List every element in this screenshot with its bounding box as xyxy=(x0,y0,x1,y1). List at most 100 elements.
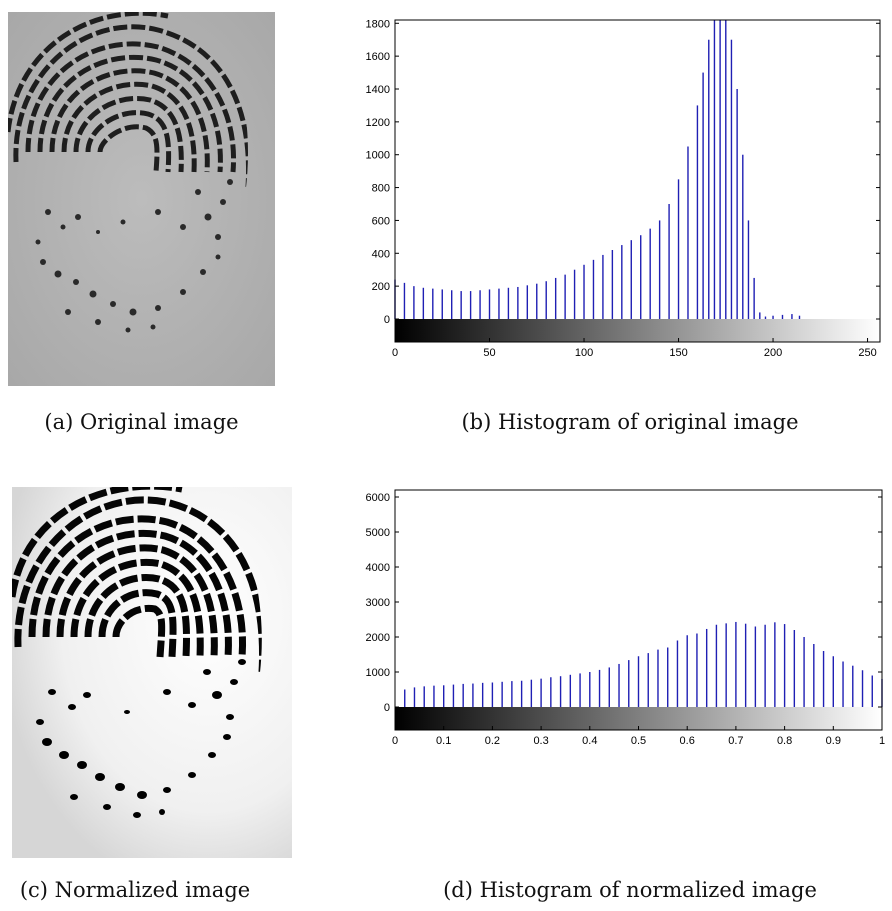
x-tick-label: 0.6 xyxy=(680,735,695,747)
histogram-bar xyxy=(488,289,491,319)
histogram-bar xyxy=(443,685,445,707)
histogram-bar xyxy=(774,622,776,707)
histogram-bar xyxy=(676,640,679,707)
histogram-bar xyxy=(715,624,718,707)
histogram-bar xyxy=(564,274,566,319)
y-tick-label: 600 xyxy=(372,215,390,227)
histogram-bar xyxy=(658,220,661,319)
colorbar-normalized xyxy=(395,707,882,730)
histogram-bar xyxy=(413,687,416,707)
histogram-bar xyxy=(608,667,610,707)
histogram-bar xyxy=(735,621,737,707)
x-tick-label: 0.8 xyxy=(777,735,792,747)
histogram-bar xyxy=(550,677,552,707)
histogram-bar xyxy=(469,291,472,319)
histogram-bar xyxy=(705,628,708,707)
histogram-bar xyxy=(530,679,533,707)
histogram-bar xyxy=(647,653,649,707)
histogram-bar xyxy=(462,683,464,707)
original-fingerprint-image xyxy=(8,12,275,386)
histogram-bar xyxy=(861,670,864,707)
y-tick-label: 1000 xyxy=(366,150,390,162)
histogram-bar xyxy=(649,228,651,319)
x-tick-label: 200 xyxy=(764,347,782,359)
plot-frame-original xyxy=(394,19,881,343)
histogram-bar xyxy=(481,682,484,707)
x-tick-label: 0.1 xyxy=(436,735,451,747)
x-tick-label: 100 xyxy=(575,347,593,359)
histogram-bar xyxy=(517,286,519,319)
histogram-bar xyxy=(507,287,510,319)
histogram-normalized-chart: 0 0.1 0.2 0.3 0.4 0.5 0.6 0.7 0.8 0.9 1 0 1000 2000 30… xyxy=(366,489,885,747)
histogram-bar xyxy=(569,674,572,707)
histogram-bar xyxy=(791,314,793,319)
caption-a: (a) Original image xyxy=(44,410,239,434)
histogram-bar xyxy=(702,72,704,319)
x-tick-label: 150 xyxy=(669,347,687,359)
histogram-bar xyxy=(423,686,425,707)
histogram-bar xyxy=(559,676,562,707)
normalized-fingerprint-image xyxy=(12,487,292,858)
histogram-bar xyxy=(730,39,733,319)
histogram-bar xyxy=(677,179,680,319)
histogram-bar xyxy=(579,673,581,707)
y-tick-label: 6000 xyxy=(366,492,390,504)
histogram-bar xyxy=(764,316,767,319)
histogram-bar xyxy=(618,663,620,707)
histogram-bar xyxy=(793,630,796,707)
histogram-bar xyxy=(871,675,873,707)
histogram-bar xyxy=(589,672,591,707)
colorbar-original xyxy=(395,319,880,342)
histogram-bar xyxy=(687,146,689,319)
caption-b: (b) Histogram of original image xyxy=(461,410,799,434)
histogram-bar xyxy=(526,285,529,319)
histogram-bar xyxy=(540,678,542,707)
histogram-bar xyxy=(657,649,659,707)
histogram-bar xyxy=(422,287,425,319)
histogram-bar xyxy=(822,651,825,707)
histogram-bar xyxy=(798,315,801,319)
histogram-bar xyxy=(719,20,721,319)
histogram-bar xyxy=(637,656,640,707)
histogram-bar xyxy=(441,289,443,319)
histogram-bar xyxy=(479,290,481,319)
histogram-bar xyxy=(621,245,623,319)
histogram-bar xyxy=(433,685,435,707)
histogram-bar xyxy=(573,269,576,319)
y-tick-label: 1600 xyxy=(366,51,390,63)
histogram-bar xyxy=(754,626,757,707)
histogram-bar xyxy=(404,689,406,707)
histogram-bar xyxy=(501,681,503,707)
histogram-bar xyxy=(452,684,455,707)
histogram-bar xyxy=(403,282,406,319)
caption-d: (d) Histogram of normalized image xyxy=(443,878,817,902)
y-tick-label: 1800 xyxy=(366,18,390,30)
histogram-bar xyxy=(628,660,630,707)
y-tick-label: 1200 xyxy=(366,117,390,129)
histogram-bar xyxy=(630,240,632,319)
histogram-bar xyxy=(772,315,774,319)
histogram-bar xyxy=(759,312,761,319)
histogram-bar xyxy=(602,254,604,319)
y-tick-label: 1000 xyxy=(366,667,390,679)
y-tick-label: 3000 xyxy=(366,597,390,609)
histogram-bar xyxy=(783,624,786,707)
y-tick-label: 0 xyxy=(384,314,390,326)
x-tick-label: 0.9 xyxy=(826,735,841,747)
histogram-bar xyxy=(668,204,670,319)
histogram-bar xyxy=(764,624,766,707)
x-tick-label: 0 xyxy=(392,347,398,359)
x-tick-label: 0.7 xyxy=(728,735,743,747)
x-tick-label: 50 xyxy=(483,347,495,359)
histogram-bar xyxy=(545,281,547,319)
histogram-bar xyxy=(611,250,614,319)
histogram-bar xyxy=(598,669,601,707)
y-tick-label: 200 xyxy=(372,281,390,293)
histogram-bar xyxy=(736,89,738,319)
histogram-bar xyxy=(667,647,669,707)
y-tick-label: 0 xyxy=(384,702,390,714)
y-tick-label: 400 xyxy=(372,248,390,260)
histogram-bar xyxy=(536,283,538,319)
histogram-bar xyxy=(491,682,494,707)
x-tick-label: 250 xyxy=(858,347,876,359)
